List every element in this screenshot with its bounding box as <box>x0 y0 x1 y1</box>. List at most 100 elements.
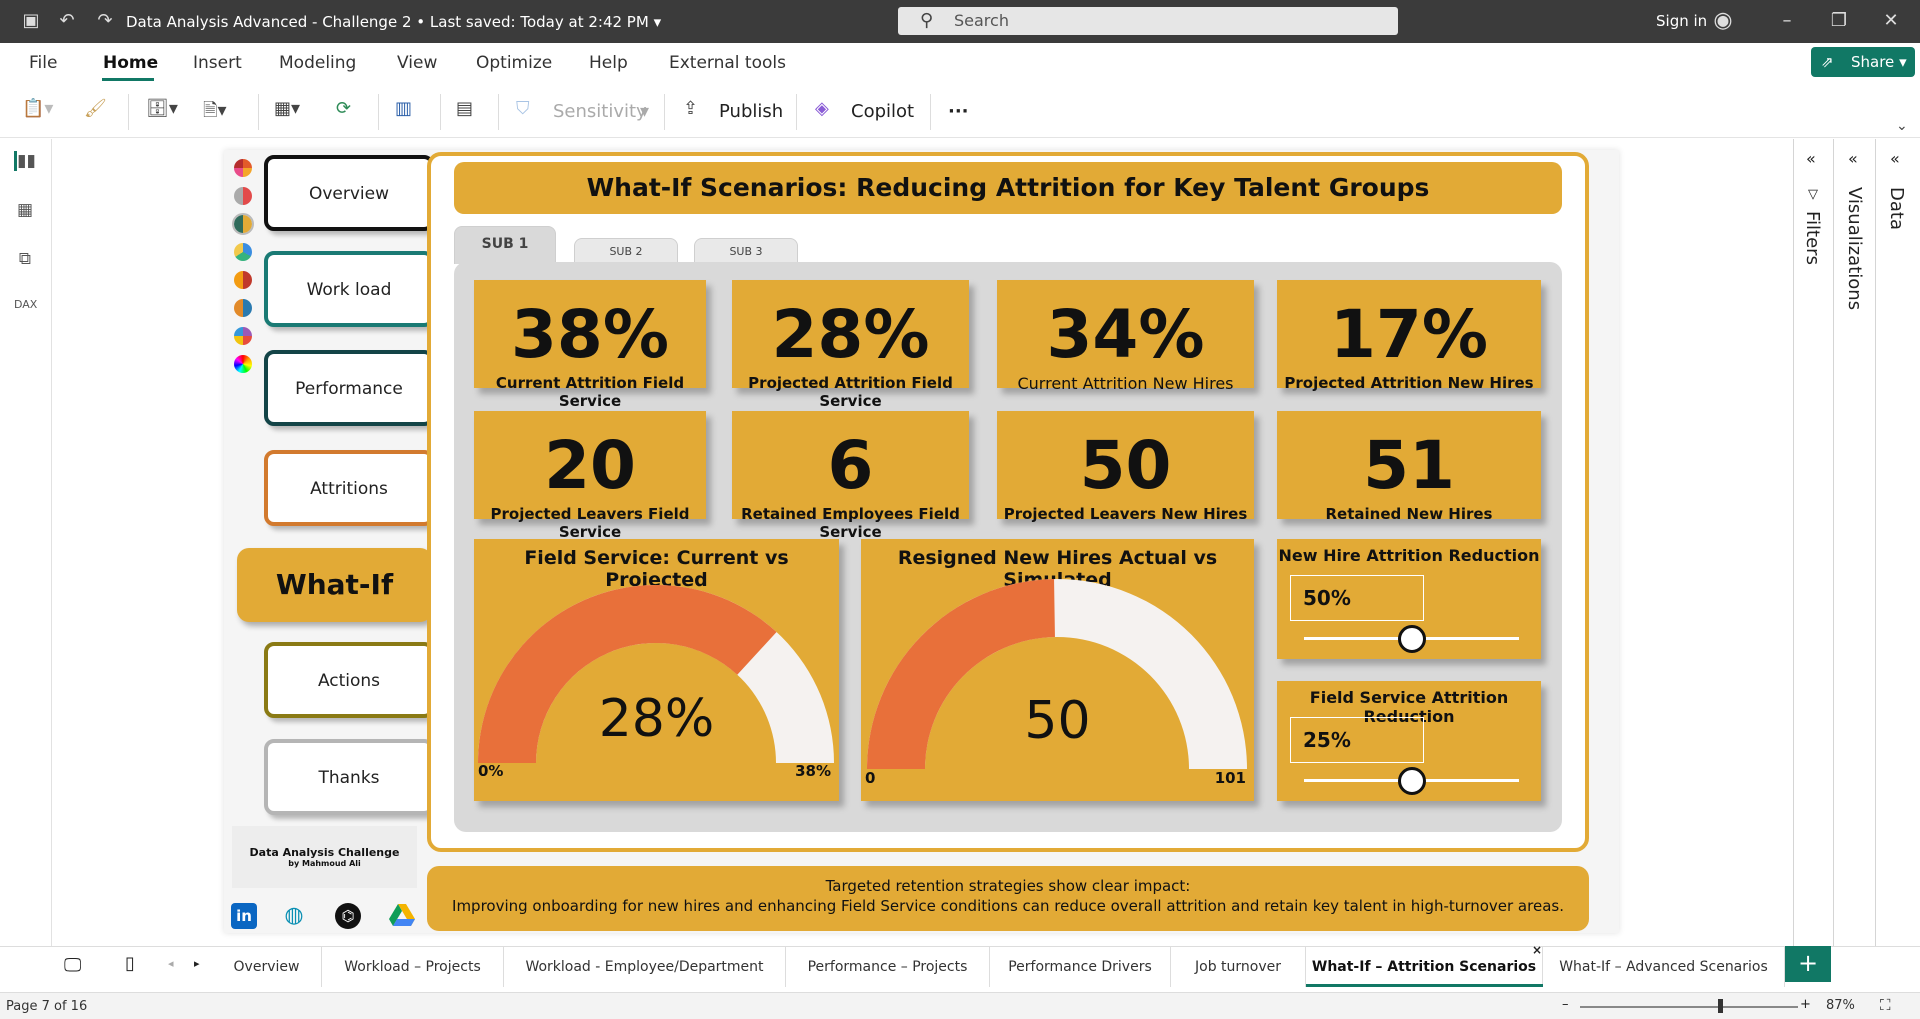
menu-view[interactable]: View <box>397 53 438 73</box>
publish-button[interactable]: Publish <box>719 101 784 122</box>
report-view-icon[interactable]: ▮▮ <box>14 151 36 171</box>
model-view-icon[interactable]: ⧉ <box>18 249 32 269</box>
share-button[interactable]: ⇗ Share ▾ <box>1811 47 1915 77</box>
zoom-level[interactable]: 87% <box>1826 998 1855 1013</box>
nav-whatif-button[interactable]: What-If <box>237 548 432 622</box>
account-icon[interactable]: ◉ <box>1713 8 1733 33</box>
page-tab-performance-projects[interactable]: Performance – Projects <box>786 947 990 987</box>
close-tab-icon[interactable]: × <box>1532 943 1543 957</box>
google-drive-icon[interactable] <box>389 903 415 929</box>
linkedin-icon[interactable]: in <box>231 903 257 929</box>
sensitivity-dropdown-icon[interactable]: ▾ <box>640 101 650 122</box>
get-data-icon[interactable]: 🗄▾ <box>146 98 178 119</box>
kpi-label: Current Attrition Field Service <box>495 374 685 410</box>
page-indicator: Page 7 of 16 <box>6 999 88 1014</box>
mobile-layout-icon[interactable]: ▯ <box>125 953 135 974</box>
redo-icon[interactable]: ↷ <box>97 10 113 31</box>
visualizations-label[interactable]: Visualizations <box>1844 187 1865 311</box>
new-measure-icon[interactable]: ▤ <box>456 98 474 119</box>
zoom-slider-handle[interactable] <box>1718 999 1723 1013</box>
save-icon[interactable]: ▣ <box>22 10 40 31</box>
globe-icon[interactable]: ◍ <box>284 903 304 928</box>
tab-sub-3[interactable]: SUB 3 <box>694 238 798 264</box>
theme-dot[interactable] <box>234 299 252 317</box>
page-tab-performance-drivers[interactable]: Performance Drivers <box>990 947 1171 987</box>
prev-page-icon[interactable]: ◂ <box>168 957 174 970</box>
menu-external-tools[interactable]: External tools <box>669 53 786 73</box>
format-painter-icon[interactable]: 🖌 <box>84 98 107 119</box>
theme-dot[interactable] <box>234 327 252 345</box>
recent-sources-icon[interactable]: 🗎▾ <box>203 100 227 121</box>
slider-handle[interactable] <box>1397 767 1426 795</box>
nav-performance-button[interactable]: Performance <box>264 350 434 426</box>
menu-home[interactable]: Home <box>103 53 159 73</box>
nav-attritions-button[interactable]: Attritions <box>264 450 434 526</box>
table-view-icon[interactable]: ▦ <box>16 200 34 220</box>
kpi-card: 51 Retained New Hires <box>1277 411 1541 523</box>
add-page-button[interactable]: + <box>1785 946 1831 982</box>
theme-dot[interactable] <box>234 271 252 289</box>
next-page-icon[interactable]: ▸ <box>194 957 200 970</box>
search-input[interactable]: ⚲ Search <box>898 7 1398 35</box>
data-label[interactable]: Data <box>1886 187 1907 230</box>
theme-dot[interactable] <box>232 213 254 235</box>
refresh-icon[interactable]: ⟳ <box>336 98 352 119</box>
menu-insert[interactable]: Insert <box>193 53 242 73</box>
page-tab-whatif-advanced[interactable]: What-If – Advanced Scenarios <box>1543 947 1785 987</box>
page-tab-whatif-attrition[interactable]: What-If – Attrition Scenarios <box>1306 947 1543 987</box>
visualizations-pane[interactable]: « Visualizations <box>1833 139 1875 947</box>
filters-label[interactable]: Filters <box>1802 211 1823 265</box>
theme-dot[interactable] <box>234 355 252 373</box>
sensitivity-icon[interactable]: ⛉ <box>516 98 530 119</box>
minimize-icon[interactable]: – <box>1782 10 1792 31</box>
nav-overview-button[interactable]: Overview <box>264 155 434 231</box>
menu-file[interactable]: File <box>29 53 58 73</box>
theme-dot[interactable] <box>234 159 252 177</box>
data-pane[interactable]: « Data <box>1875 139 1920 947</box>
transform-data-icon[interactable]: ▦▾ <box>274 98 301 119</box>
tab-sub-1[interactable]: SUB 1 <box>454 226 556 264</box>
insight-note: Targeted retention strategies show clear… <box>427 866 1589 931</box>
visualizations-expand-icon[interactable]: « <box>1848 149 1858 168</box>
fit-page-icon[interactable]: ⛶ <box>1880 996 1891 1014</box>
zoom-out-button[interactable]: – <box>1562 997 1569 1012</box>
zoom-slider[interactable] <box>1580 1006 1798 1008</box>
github-icon[interactable]: ⌬ <box>335 903 361 929</box>
brand-title: Data Analysis Challenge <box>249 846 400 859</box>
menu-optimize[interactable]: Optimize <box>476 53 553 73</box>
page-tab-workload-employee[interactable]: Workload - Employee/Department <box>504 947 786 987</box>
nav-actions-button[interactable]: Actions <box>264 642 434 718</box>
menu-modeling[interactable]: Modeling <box>279 53 357 73</box>
page-tab-job-turnover[interactable]: Job turnover <box>1171 947 1306 987</box>
slicer-value-input[interactable]: 50% <box>1290 575 1424 621</box>
theme-dot[interactable] <box>234 187 252 205</box>
sign-in-link[interactable]: Sign in <box>1656 12 1708 30</box>
ribbon-separator <box>796 94 797 130</box>
desktop-layout-icon[interactable]: 🖵 <box>64 955 82 976</box>
paste-icon[interactable]: 📋▾ <box>22 98 54 119</box>
ribbon-collapse-icon[interactable]: ⌄ <box>1896 118 1908 134</box>
kpi-value: 51 <box>1363 427 1455 504</box>
filters-pane[interactable]: « ▽ Filters <box>1793 139 1833 947</box>
theme-dot[interactable] <box>234 243 252 261</box>
sensitivity-button[interactable]: Sensitivity <box>553 101 647 122</box>
nav-thanks-button[interactable]: Thanks <box>264 739 434 815</box>
nav-workload-button[interactable]: Work load <box>264 251 434 327</box>
tab-sub-2[interactable]: SUB 2 <box>574 238 678 264</box>
kpi-label: Retained Employees Field Service <box>741 505 960 541</box>
page-tab-workload-projects[interactable]: Workload – Projects <box>322 947 504 987</box>
filters-expand-icon[interactable]: « <box>1806 149 1816 168</box>
slider-handle[interactable] <box>1397 625 1426 653</box>
more-options-button[interactable]: ··· <box>948 101 969 122</box>
data-expand-icon[interactable]: « <box>1890 149 1900 168</box>
menu-help[interactable]: Help <box>589 53 628 73</box>
new-visual-icon[interactable]: ▥ <box>395 98 413 119</box>
zoom-in-button[interactable]: + <box>1800 997 1811 1012</box>
close-icon[interactable]: ✕ <box>1883 10 1899 31</box>
copilot-button[interactable]: Copilot <box>851 101 915 122</box>
page-tab-overview[interactable]: Overview <box>212 947 322 987</box>
slicer-value-input[interactable]: 25% <box>1290 717 1424 763</box>
undo-icon[interactable]: ↶ <box>59 10 75 31</box>
restore-icon[interactable]: ❐ <box>1830 10 1848 31</box>
dax-query-icon[interactable]: DAX <box>14 298 38 311</box>
